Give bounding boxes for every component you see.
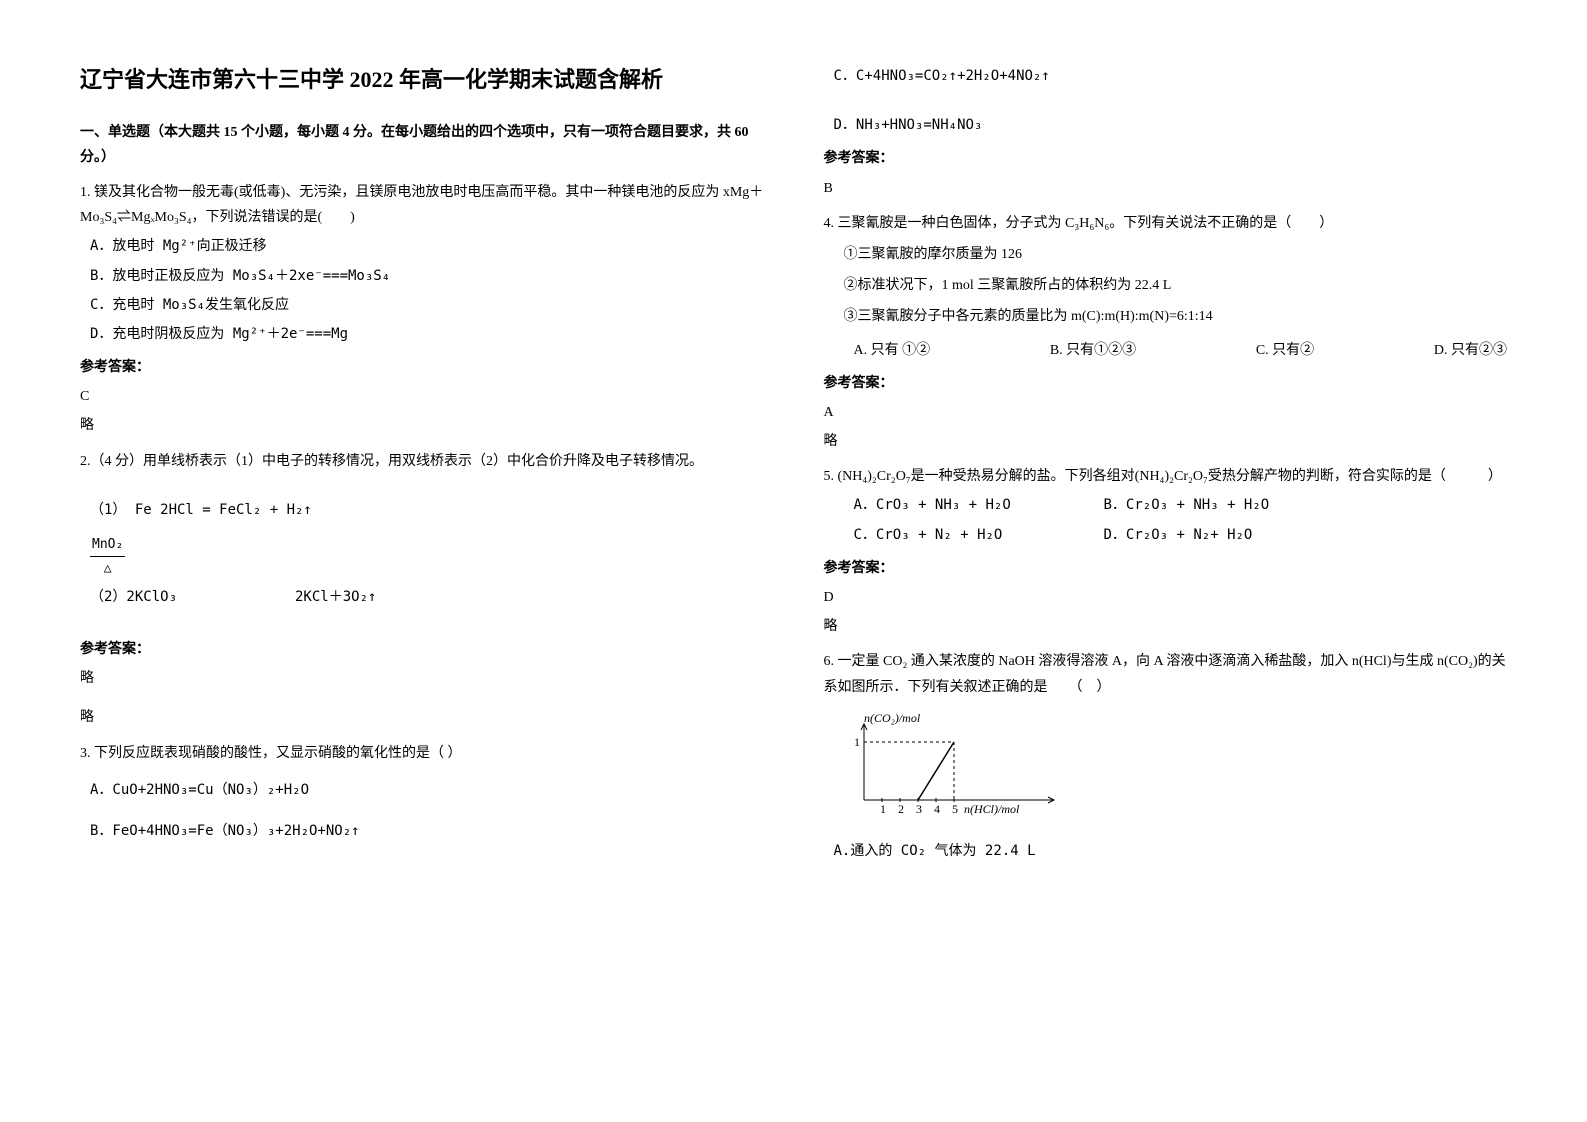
question-4: 4. 三聚氰胺是一种白色固体，分子式为 C₃H₆N₆。下列有关说法不正确的是（ …	[824, 211, 1508, 455]
data-line	[918, 742, 954, 800]
q2-frac-bot: △	[90, 557, 125, 580]
q3-answer: B	[824, 176, 1508, 201]
q6-option-a: A.通入的 CO₂ 气体为 22.4 L	[834, 839, 1508, 864]
q4-stem: 4. 三聚氰胺是一种白色固体，分子式为 C₃H₆N₆。下列有关说法不正确的是（ …	[824, 211, 1508, 236]
q4-option-b: B. 只有①②③	[1050, 338, 1136, 363]
q4-options: A. 只有 ①② B. 只有①②③ C. 只有② D. 只有②③	[824, 338, 1508, 363]
q3-option-c: C．C+4HNO₃=CO₂↑+2H₂O+4NO₂↑	[834, 64, 1508, 89]
q2-eq2: （2）2KClO₃ 2KCl＋3O₂↑	[90, 585, 764, 610]
q3-option-b: B．FeO+4HNO₃=Fe（NO₃）₃+2H₂O+NO₂↑	[90, 819, 764, 844]
q5-option-d: D．Cr₂O₃ + N₂+ H₂O	[1104, 523, 1253, 548]
q3-option-a: A．CuO+2HNO₃=Cu（NO₃）₂+H₂O	[90, 778, 764, 803]
right-column: C．C+4HNO₃=CO₂↑+2H₂O+4NO₂↑ D．NH₃+HNO₃=NH₄…	[824, 60, 1508, 872]
q3-stem: 3. 下列反应既表现硝酸的酸性，又显示硝酸的氧化性的是（ ）	[80, 741, 764, 766]
q5-omit: 略	[824, 614, 1508, 639]
q4-s3: ③三聚氰胺分子中各元素的质量比为 m(C):m(H):m(N)=6:1:14	[844, 304, 1508, 329]
xtick-1: 1	[880, 802, 886, 816]
chart-xlabel: n(HCl)/mol	[964, 802, 1020, 816]
question-3: 3. 下列反应既表现硝酸的酸性，又显示硝酸的氧化性的是（ ） A．CuO+2HN…	[80, 741, 764, 845]
left-column: 辽宁省大连市第六十三中学 2022 年高一化学期末试题含解析 一、单选题（本大题…	[80, 60, 764, 872]
xtick-5: 5	[952, 802, 958, 816]
q1-answer: C	[80, 384, 764, 409]
xtick-3: 3	[916, 802, 922, 816]
xtick-2: 2	[898, 802, 904, 816]
page-title: 辽宁省大连市第六十三中学 2022 年高一化学期末试题含解析	[80, 60, 764, 100]
question-1: 1. 镁及其化合物一般无毒(或低毒)、无污染，且镁原电池放电时电压高而平稳。其中…	[80, 180, 764, 439]
q5-option-b: B．Cr₂O₃ + NH₃ + H₂O	[1104, 493, 1270, 518]
q2-omit2: 略	[80, 705, 764, 730]
q4-answer-label: 参考答案：	[824, 371, 1508, 396]
question-2: 2.（4 分）用单线桥表示（1）中电子的转移情况，用双线桥表示（2）中化合价升降…	[80, 449, 764, 731]
q4-s1: ①三聚氰胺的摩尔质量为 126	[844, 242, 1508, 267]
q1-option-b: B．放电时正极反应为 Mo₃S₄＋2xe⁻===Mo₃S₄	[90, 264, 764, 289]
question-5: 5. (NH₄)₂Cr₂O₇是一种受热易分解的盐。下列各组对(NH₄)₂Cr₂O…	[824, 464, 1508, 639]
q2-stem: 2.（4 分）用单线桥表示（1）中电子的转移情况，用双线桥表示（2）中化合价升降…	[80, 449, 764, 474]
chart-ylabel: n(CO₂)/mol	[864, 711, 921, 725]
q4-s2: ②标准状况下，1 mol 三聚氰胺所占的体积约为 22.4 L	[844, 273, 1508, 298]
q6-chart: n(CO₂)/mol 1 1 2	[844, 710, 1508, 829]
question-6: 6. 一定量 CO₂ 通入某浓度的 NaOH 溶液得溶液 A，向 A 溶液中逐滴…	[824, 649, 1508, 864]
q6-chart-svg: n(CO₂)/mol 1 1 2	[844, 710, 1104, 820]
ytick-1: 1	[854, 735, 860, 749]
q2-frac-top: MnO₂	[90, 533, 125, 557]
q3-option-d: D．NH₃+HNO₃=NH₄NO₃	[834, 113, 1508, 138]
q1-omit: 略	[80, 413, 764, 438]
q1-option-a: A．放电时 Mg²⁺向正极迁移	[90, 234, 764, 259]
q5-answer-label: 参考答案：	[824, 556, 1508, 581]
q4-omit: 略	[824, 429, 1508, 454]
q5-option-a: A．CrO₃ + NH₃ + H₂O	[854, 493, 1104, 518]
q6-stem: 6. 一定量 CO₂ 通入某浓度的 NaOH 溶液得溶液 A，向 A 溶液中逐滴…	[824, 649, 1508, 699]
q2-omit1: 略	[80, 666, 764, 691]
q1-option-c: C．充电时 Mo₃S₄发生氧化反应	[90, 293, 764, 318]
q1-answer-label: 参考答案：	[80, 355, 764, 380]
q4-option-c: C. 只有②	[1256, 338, 1314, 363]
q1-option-d: D．充电时阴极反应为 Mg²⁺＋2e⁻===Mg	[90, 322, 764, 347]
q3-answer-label: 参考答案：	[824, 146, 1508, 171]
q5-answer: D	[824, 585, 1508, 610]
q5-option-c: C．CrO₃ + N₂ + H₂O	[854, 523, 1104, 548]
q4-option-d: D. 只有②③	[1434, 338, 1507, 363]
section-header: 一、单选题（本大题共 15 个小题，每小题 4 分。在每小题给出的四个选项中，只…	[80, 120, 764, 170]
xtick-4: 4	[934, 802, 940, 816]
q2-eq1: （1） Fe 2HCl = FeCl₂ + H₂↑	[90, 498, 764, 523]
q4-answer: A	[824, 400, 1508, 425]
q5-stem: 5. (NH₄)₂Cr₂O₇是一种受热易分解的盐。下列各组对(NH₄)₂Cr₂O…	[824, 464, 1508, 489]
q1-stem: 1. 镁及其化合物一般无毒(或低毒)、无污染，且镁原电池放电时电压高而平稳。其中…	[80, 180, 764, 230]
q4-option-a: A. 只有 ①②	[854, 338, 931, 363]
q2-answer-label: 参考答案：	[80, 637, 764, 662]
q2-condition-fraction: MnO₂ △	[90, 533, 125, 581]
